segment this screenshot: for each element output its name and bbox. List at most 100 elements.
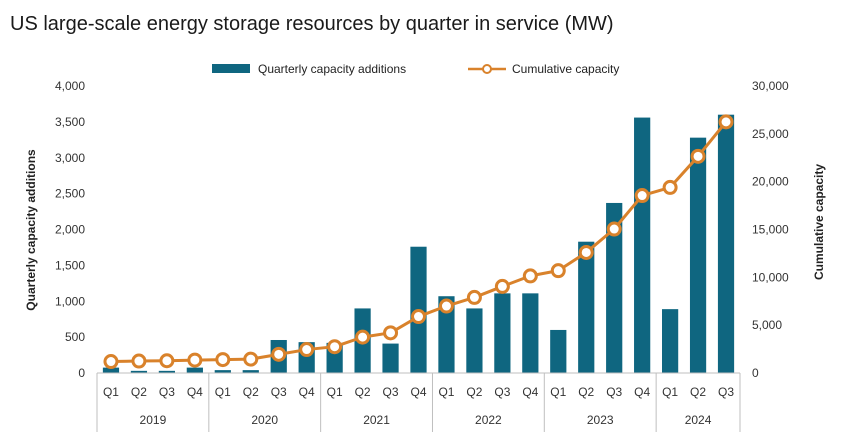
line-marker [634, 188, 650, 204]
x-tick-label: Q4 [187, 385, 203, 399]
x-tick-label: Q2 [466, 385, 482, 399]
line-marker [522, 268, 538, 284]
bar [662, 309, 679, 373]
line-marker [215, 352, 231, 368]
line-marker [718, 114, 734, 130]
line-marker [187, 352, 203, 368]
line-marker [299, 342, 315, 358]
bar [438, 296, 455, 373]
y-tick-label: 2,500 [55, 187, 85, 201]
x-tick-label: Q3 [606, 385, 622, 399]
y-tick-label: 500 [65, 330, 85, 344]
line-marker [327, 339, 343, 355]
x-tick-label: Q2 [355, 385, 371, 399]
y-tick-label: 1,500 [55, 258, 85, 272]
x-tick-label: Q1 [103, 385, 119, 399]
x-tick-label: Q3 [159, 385, 175, 399]
x-year-label: 2020 [251, 413, 278, 427]
y2-tick-label: 20,000 [752, 175, 789, 189]
bar [158, 370, 175, 373]
line-marker [494, 278, 510, 294]
line-marker [578, 244, 594, 260]
bar [382, 343, 399, 373]
line-series [103, 114, 734, 370]
x-year-label: 2024 [685, 413, 712, 427]
x-tick-label: Q2 [578, 385, 594, 399]
y-tick-label: 3,500 [55, 115, 85, 129]
x-tick-label: Q3 [718, 385, 734, 399]
y-axis-title: Quarterly capacity additions [24, 149, 38, 311]
line-marker [466, 289, 482, 305]
x-tick-label: Q3 [271, 385, 287, 399]
chart-title: US large-scale energy storage resources … [10, 13, 614, 35]
y-tick-label: 0 [78, 366, 85, 380]
x-tick-label: Q4 [522, 385, 538, 399]
line-marker [662, 179, 678, 195]
line-marker [355, 329, 371, 345]
y2-axis-ticks: 0 5,000 10,000 15,000 20,000 25,000 30,000 [752, 79, 789, 380]
y-tick-label: 3,000 [55, 151, 85, 165]
bar [102, 367, 120, 373]
bar [689, 137, 707, 373]
x-year-label: 2021 [363, 413, 390, 427]
x-tick-label: Q2 [131, 385, 147, 399]
y-tick-label: 2,000 [55, 223, 85, 237]
line-marker [243, 351, 259, 367]
x-year-label: 2019 [140, 413, 167, 427]
bar [214, 370, 231, 373]
legend-line-marker [482, 64, 492, 74]
legend-line-label: Cumulative capacity [512, 62, 619, 76]
line-marker [383, 325, 399, 341]
bar [606, 202, 623, 373]
y2-tick-label: 15,000 [752, 223, 789, 237]
line-marker [103, 354, 119, 370]
x-tick-label: Q1 [438, 385, 454, 399]
x-tick-label: Q1 [550, 385, 566, 399]
x-year-label: 2022 [475, 413, 502, 427]
line-marker [690, 148, 706, 164]
bar [130, 370, 148, 373]
bar [186, 367, 203, 373]
line-marker [550, 263, 566, 279]
x-tick-label: Q4 [634, 385, 650, 399]
y2-tick-label: 0 [752, 366, 759, 380]
y2-axis-title: Cumulative capacity [812, 164, 826, 280]
line-marker [606, 221, 622, 237]
y2-tick-label: 25,000 [752, 127, 789, 141]
x-tick-label: Q3 [494, 385, 510, 399]
x-year-label: 2023 [587, 413, 614, 427]
bar [578, 241, 595, 373]
y-tick-label: 1,000 [55, 294, 85, 308]
bar [466, 308, 483, 373]
legend-bar-swatch [212, 64, 250, 73]
y-axis-ticks: 0 500 1,000 1,500 2,000 2,500 3,000 3,500 4,000 [55, 79, 85, 380]
line-marker [271, 346, 287, 362]
line-marker [131, 353, 147, 369]
x-tick-label: Q1 [215, 385, 231, 399]
bar [242, 370, 259, 373]
x-tick-label: Q2 [690, 385, 706, 399]
x-tick-label: Q4 [299, 385, 315, 399]
line-marker [438, 298, 454, 314]
x-tick-label: Q1 [662, 385, 678, 399]
bar [717, 114, 735, 373]
x-tick-label: Q3 [383, 385, 399, 399]
y-tick-label: 4,000 [55, 79, 85, 93]
y2-tick-label: 30,000 [752, 79, 789, 93]
line-marker [159, 353, 175, 369]
legend-bar-label: Quarterly capacity additions [258, 62, 406, 76]
bar [634, 117, 651, 373]
y2-tick-label: 5,000 [752, 318, 782, 332]
x-tick-label: Q2 [243, 385, 259, 399]
bar-series [102, 114, 735, 373]
bar [494, 293, 511, 373]
bar [522, 293, 539, 373]
x-tick-label: Q4 [410, 385, 426, 399]
x-tick-label: Q1 [327, 385, 343, 399]
x-axis: Q1 Q2 Q3 Q4 Q1 Q2 Q3 Q4 Q1 Q2 Q3 Q4 Q1 Q2 Q3 Q4 Q1 Q2 Q3 Q4… [96, 372, 741, 432]
line-marker [411, 309, 426, 325]
y2-tick-label: 10,000 [752, 270, 789, 284]
bar [550, 329, 567, 373]
